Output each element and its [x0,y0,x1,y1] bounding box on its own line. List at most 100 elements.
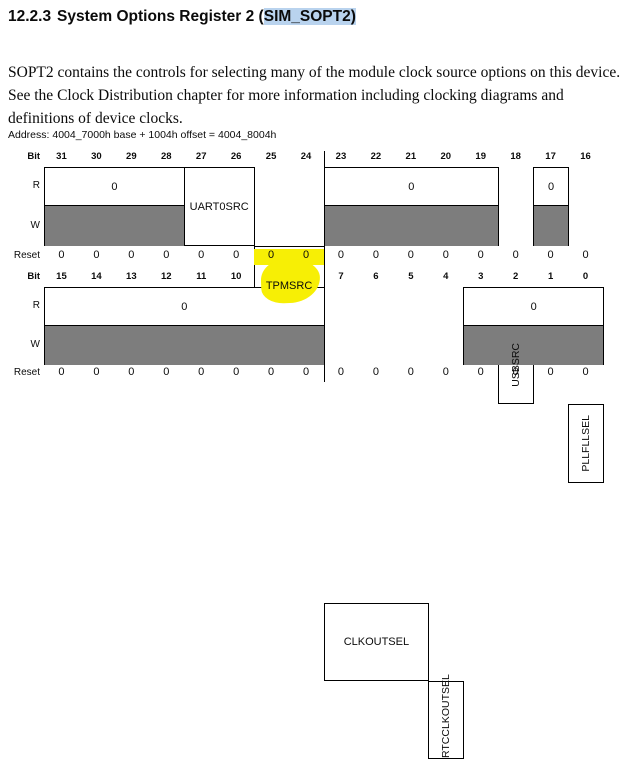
bit-number: 15 [56,271,67,282]
reset-value: 0 [372,366,379,378]
reset-value: 0 [547,249,554,261]
field-name-label: UART0SRC [189,200,249,213]
reset-value: 0 [268,366,275,378]
reserved-cell: 0 [463,287,604,365]
reset-value: 0 [302,366,310,378]
read-zero-value: 0 [324,168,499,206]
bit-number: 16 [580,151,591,162]
description-paragraph: SOPT2 contains the controls for selectin… [8,64,621,127]
reset-value: 0 [233,249,240,261]
row-label-bit: Bit [27,271,40,282]
reset-value: 0 [233,366,240,378]
write-reserved-area [45,326,324,365]
reset-value: 0 [163,366,170,378]
bit-number: 6 [373,271,379,282]
write-reserved-area [45,206,184,246]
bit-number: 26 [230,151,242,162]
write-reserved-area [324,206,499,246]
reset-value: 0 [58,249,65,261]
field-name-label: CLKOUTSEL [343,636,410,648]
row-label-reset: Reset [13,250,40,261]
reset-value: 0 [128,249,135,261]
bit-number: 13 [126,271,137,282]
bit-number: 25 [265,151,277,162]
reserved-cell: 0 [44,167,185,246]
reset-value: 0 [372,249,379,261]
reset-value: 0 [407,249,414,261]
reset-value: 0 [163,249,170,261]
reset-value: 0 [442,249,449,261]
reserved-cell: 0 [533,167,570,246]
row-label-read: R [32,180,40,191]
bit-number: 20 [440,151,452,162]
bit-number: 14 [91,271,102,282]
register-bitfield-diagram: Bit R W Reset 31 30 29 28 27 26 25 24 23 22 21 20 19 18 17… [13,151,604,759]
reset-value: 0 [128,366,135,378]
read-zero-value: 0 [464,288,603,326]
row-label-bit: Bit [27,151,40,162]
half-divider-tick [323,271,325,287]
reset-value: 0 [337,366,345,378]
field-name-label: RTCCLKOUTSEL [440,674,453,758]
reset-value: 0 [477,366,484,378]
section-heading: 12.2.3 System Options Register 2 (SIM_SOP… [8,8,628,26]
bit-number: 29 [126,151,137,162]
reset-value: 0 [442,366,449,378]
register-address-line: Address: 4004_7000h base + 1004h offset … [8,129,277,141]
bit-number: 18 [510,151,521,162]
read-zero-value: 0 [534,168,569,206]
bit-number: 23 [335,151,347,162]
half-divider-tick [323,151,325,167]
reset-value: 0 [93,366,100,378]
bit-number: 17 [545,151,556,162]
field-cell: RTCCLKOUTSEL [428,674,465,759]
bit-number: 1 [547,271,554,282]
reset-value: 0 [582,249,589,261]
bit-number: 0 [582,271,589,282]
bit-number: 27 [195,151,207,162]
bit-number: 30 [91,151,102,162]
field-cell: UART0SRC [183,167,255,246]
row-label-write: W [30,339,40,350]
row-label-read: R [32,300,40,311]
bit-number: 22 [370,151,382,162]
bit-number: 4 [443,271,449,282]
write-reserved-area [464,326,603,365]
row-label-reset: Reset [13,367,40,378]
field-cell: PLLFLLSEL [568,404,604,483]
field-name-label: USBSRC [510,342,523,387]
row-label-write: W [30,219,40,231]
reset-value: 0 [582,366,589,378]
section-number: 12.2.3 [8,8,52,25]
bit-number: 10 [230,271,242,282]
write-reserved-area [534,206,569,246]
reset-value: 0 [407,366,414,378]
field-name-label: PLLFLLSEL [580,415,592,472]
bit-number: 11 [196,271,207,282]
reserved-cell: 0 [323,167,500,246]
register-name-link[interactable]: SIM_SOPT2) [263,8,356,25]
bit-number: 2 [513,271,519,282]
reset-value: 0 [512,249,519,261]
bit-number: 28 [160,151,172,162]
reset-value: 0 [337,249,345,261]
half-divider-tick [323,365,325,382]
bit-number: 31 [56,151,67,162]
reset-value: 0 [477,249,484,261]
reset-value: 0 [58,366,65,378]
bit-number: 19 [475,151,486,162]
bit-number: 24 [300,151,312,162]
read-zero-value: 0 [45,168,184,206]
bit-number: 5 [408,271,414,282]
bit-number: 3 [478,271,484,282]
reset-value: 0 [512,366,519,378]
reset-value: 0 [93,249,100,261]
field-cell: CLKOUTSEL [323,603,430,681]
field-name-label: TPMSRC [265,279,313,292]
reset-value: 0 [198,249,205,261]
bit-number: 12 [160,271,172,282]
reserved-cell: 0 [44,287,325,365]
section-title: System Options Register 2 ( [57,8,264,25]
bit-number: 7 [338,271,344,282]
reset-value: 0 [547,366,554,378]
